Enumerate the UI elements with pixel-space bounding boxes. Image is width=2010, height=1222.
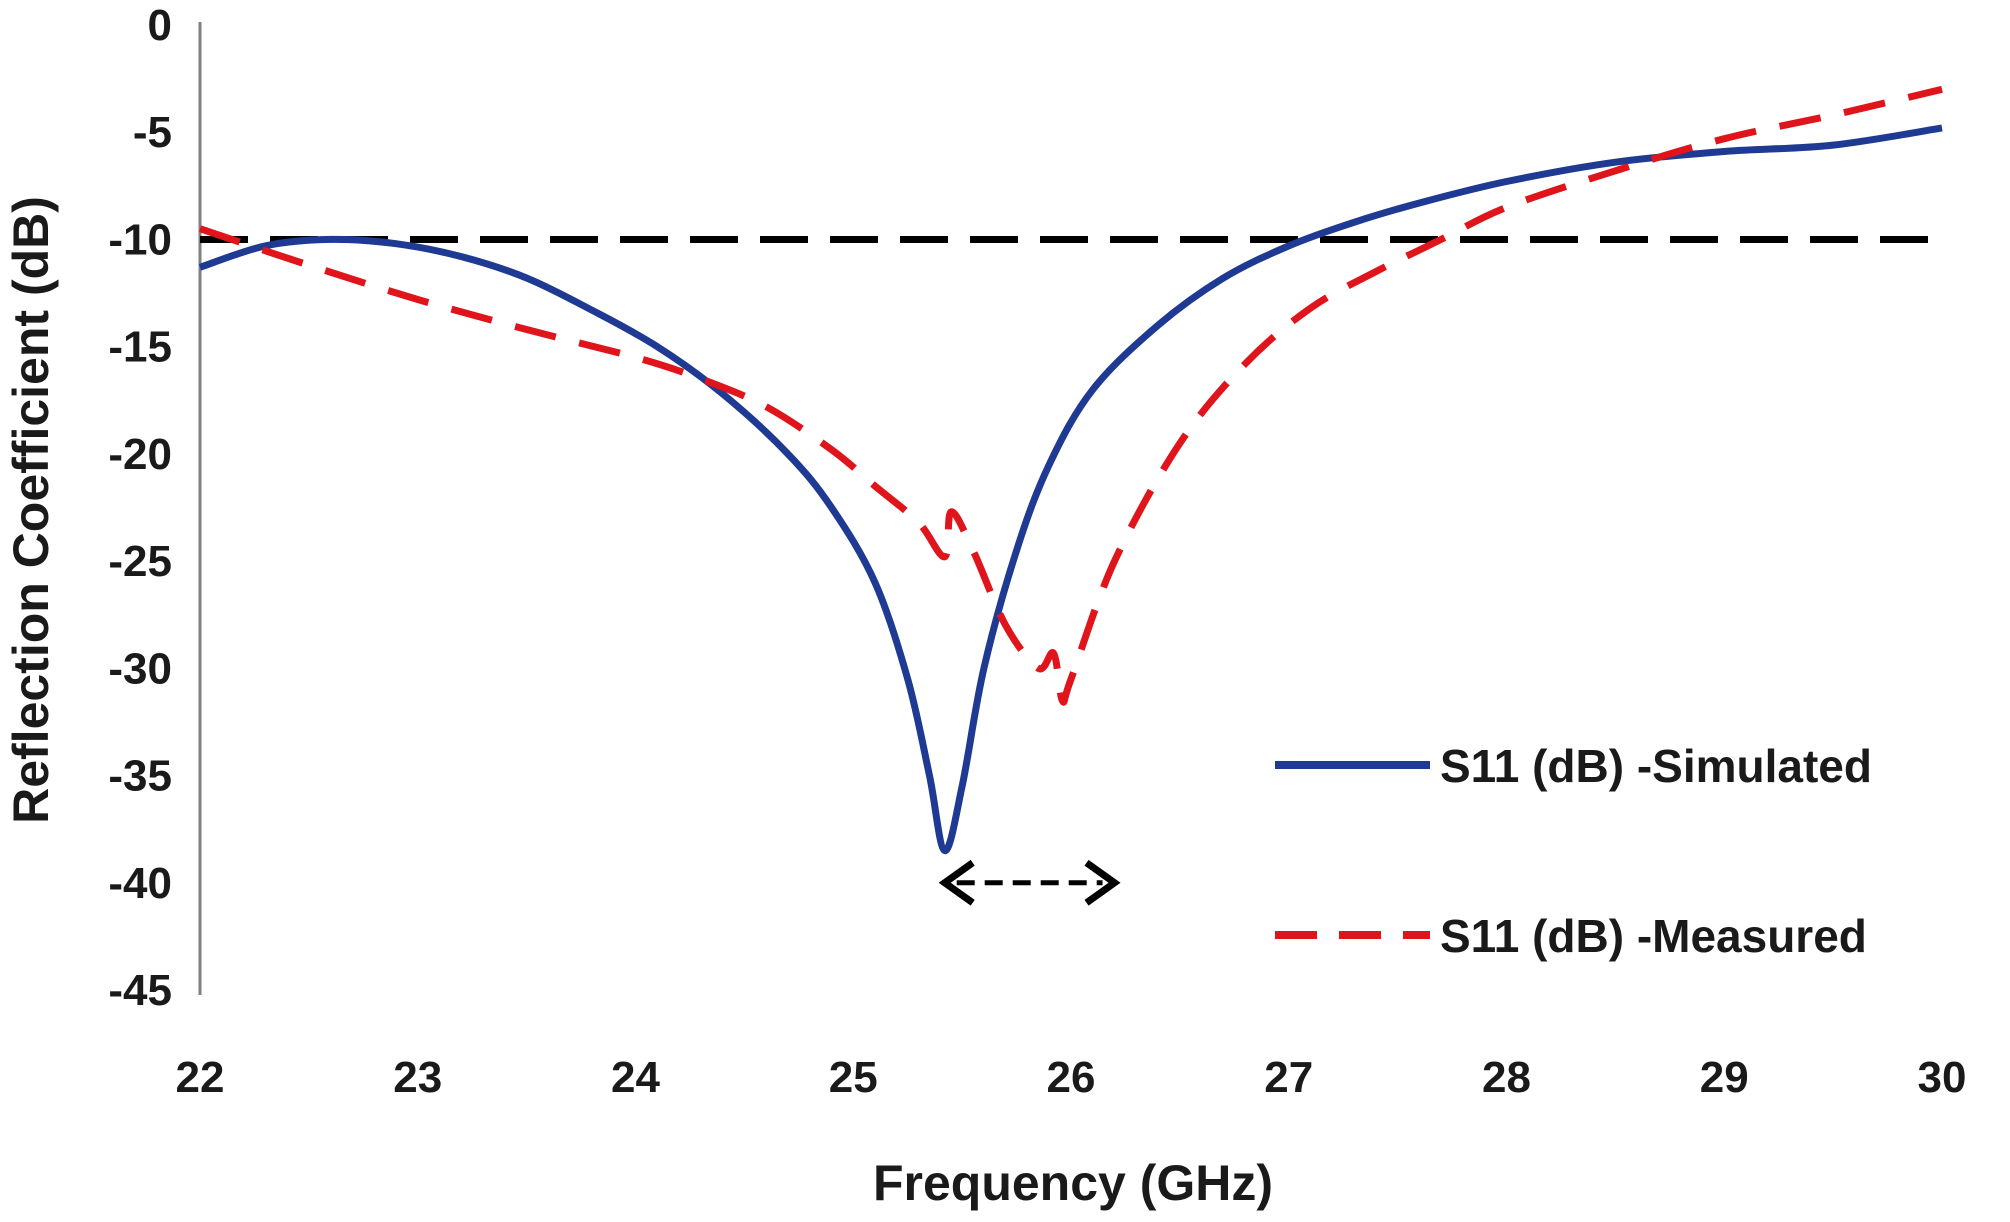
x-tick-label: 24: [611, 1053, 660, 1102]
y-tick-label: -45: [108, 966, 172, 1015]
y-tick-label: 0: [148, 1, 172, 50]
series-layer: [198, 85, 1943, 855]
x-tick-label: 30: [1918, 1053, 1967, 1102]
legend-label-measured: S11 (dB) -Measured: [1440, 910, 1867, 962]
y-tick-label: -20: [108, 430, 172, 479]
x-tick-label: 26: [1047, 1053, 1096, 1102]
series-line-simulated: [198, 124, 1943, 855]
x-tick-label: 27: [1264, 1053, 1313, 1102]
y-tick-label: -25: [108, 537, 172, 586]
bandwidth-shift-annotation: [938, 859, 1121, 906]
x-tick-label: 29: [1700, 1053, 1749, 1102]
legend-label-simulated: S11 (dB) -Simulated: [1440, 740, 1872, 792]
x-tick-label: 23: [393, 1053, 442, 1102]
y-tick-label: -5: [133, 108, 172, 157]
y-tick-label: -30: [108, 644, 172, 693]
y-tick-labels: 0 -5 -10 -15 -20 -25 -30 -35 -40 -45: [108, 1, 172, 1015]
y-tick-label: -15: [108, 323, 172, 372]
annotation-arrowhead-right: [1084, 859, 1121, 906]
series-line-measured: [198, 85, 1943, 706]
x-tick-labels: 22 23 24 25 26 27 28 29 30: [176, 1053, 1967, 1102]
x-tick-label: 25: [829, 1053, 878, 1102]
y-tick-label: -40: [108, 859, 172, 908]
x-tick-label: 28: [1482, 1053, 1531, 1102]
y-tick-label: -10: [108, 215, 172, 264]
x-axis-label: Frequency (GHz): [873, 1155, 1273, 1211]
annotation-arrowhead-left: [938, 859, 975, 906]
legend: S11 (dB) -Simulated S11 (dB) -Measured: [1275, 740, 1872, 962]
y-axis-label: Reflection Coefficient (dB): [3, 196, 59, 824]
x-tick-label: 22: [176, 1053, 225, 1102]
y-tick-label: -35: [108, 752, 172, 801]
